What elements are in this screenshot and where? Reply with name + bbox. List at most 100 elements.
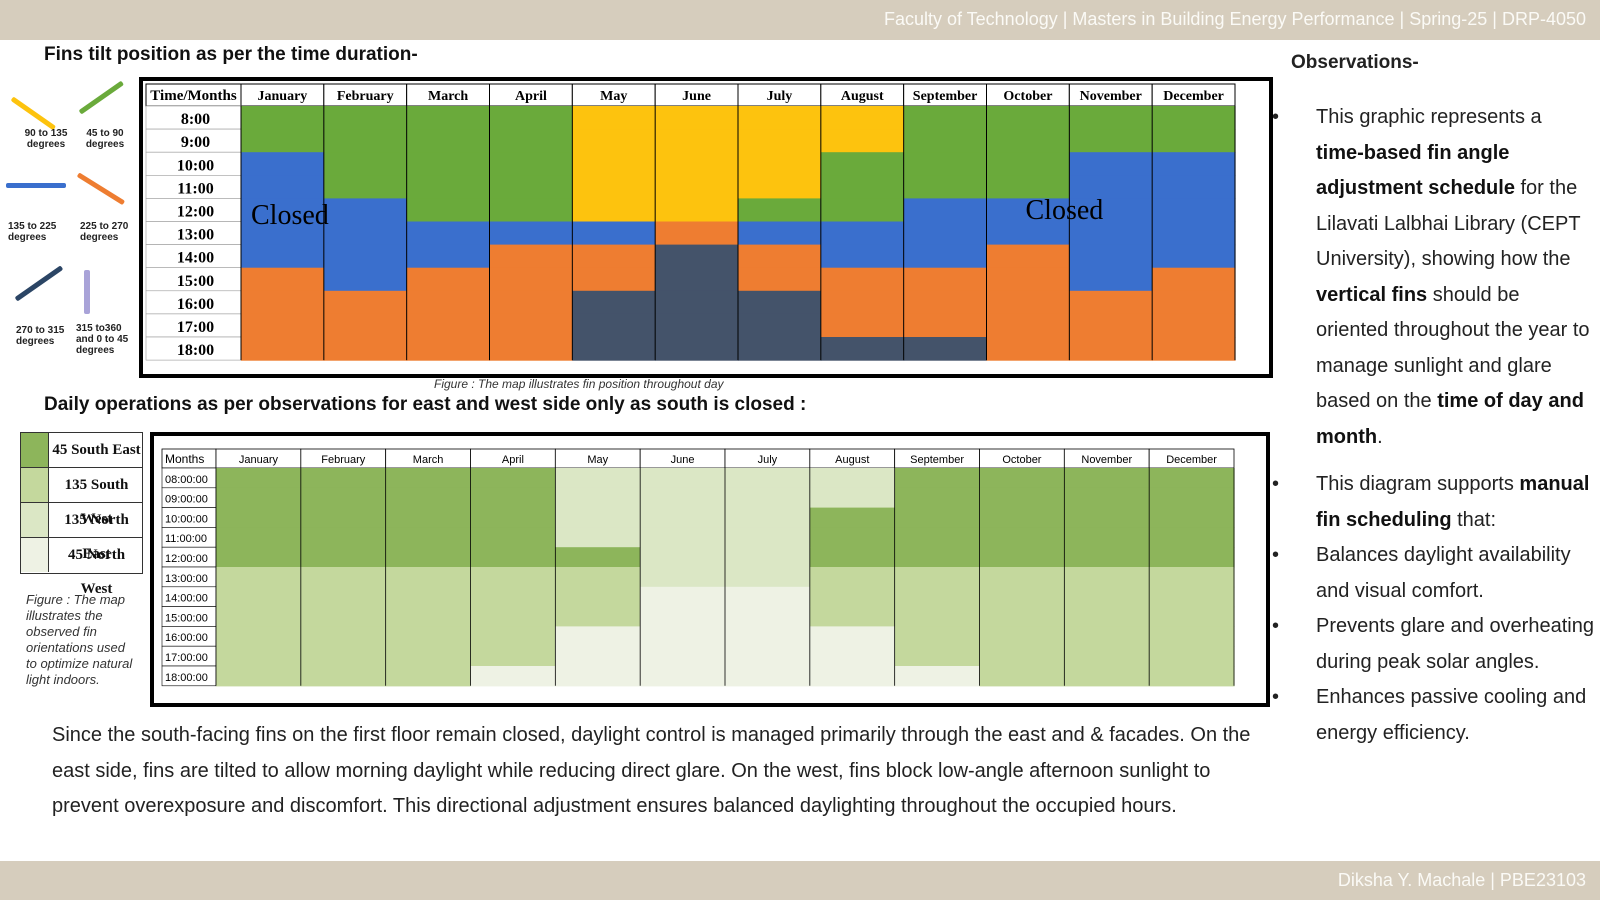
fin-angle-cell bbox=[489, 244, 573, 269]
orientation-cell bbox=[725, 487, 811, 509]
fin-angle-cell bbox=[1152, 152, 1236, 176]
fin-angle-cell bbox=[655, 290, 739, 315]
orientation-cell bbox=[725, 666, 811, 687]
orientation-cell bbox=[470, 507, 556, 528]
orientation-cell bbox=[725, 507, 811, 528]
fin-angle-cell bbox=[1152, 290, 1236, 315]
corner-header-label: Months bbox=[165, 452, 204, 466]
orientation-cell bbox=[216, 567, 302, 588]
orientation-cell bbox=[470, 567, 556, 588]
fin-angle-cell bbox=[406, 152, 491, 176]
obs1-text-4: . bbox=[1377, 425, 1383, 448]
orientation-cell bbox=[1064, 468, 1150, 489]
fin-angle-cell bbox=[738, 106, 822, 130]
fin-angle-cell bbox=[820, 152, 905, 176]
fin-angle-cell bbox=[1152, 337, 1236, 361]
orientation-cell bbox=[300, 567, 387, 588]
fin-angle-cell bbox=[986, 198, 1070, 223]
orientation-cell bbox=[300, 487, 387, 509]
orientation-cell bbox=[1149, 468, 1235, 489]
orientation-cell bbox=[725, 606, 811, 627]
orientation-cell bbox=[555, 586, 641, 608]
fin-angle-cell bbox=[241, 198, 325, 223]
orientation-cell bbox=[555, 468, 641, 489]
fin-angle-legend: 90 to 135 degrees 45 to 90 degrees 135 t… bbox=[2, 80, 138, 380]
fin-angle-cell bbox=[323, 152, 408, 176]
orientation-cell bbox=[894, 547, 981, 568]
fin-angle-cell bbox=[323, 267, 408, 292]
time-row-label: 11:00 bbox=[177, 180, 213, 197]
bullet-dot: • bbox=[1272, 473, 1280, 495]
orientation-cell bbox=[385, 586, 472, 608]
fin-angle-cell bbox=[1152, 244, 1236, 269]
legend2-swatch bbox=[21, 538, 49, 572]
orientation-cell bbox=[385, 567, 472, 588]
month-header-label: February bbox=[321, 454, 366, 466]
fin-angle-cell bbox=[655, 337, 739, 361]
month-header-label: July bbox=[767, 89, 793, 104]
orientation-cell bbox=[979, 567, 1065, 588]
orientation-cell bbox=[979, 507, 1065, 528]
fin-angle-cell bbox=[489, 221, 573, 246]
fin-angle-cell bbox=[323, 198, 408, 223]
bullet-dot: • bbox=[1272, 544, 1280, 566]
orientation-cell bbox=[555, 646, 641, 667]
footer-text: Diksha Y. Machale | PBE23103 bbox=[1337, 870, 1586, 890]
time-row-label: 08:00:00 bbox=[165, 474, 208, 486]
fin-position-chart-frame: Time/Months January February March April May J… bbox=[139, 77, 1273, 378]
fin-angle-cell bbox=[986, 221, 1070, 246]
fin-angle-cell bbox=[572, 152, 656, 176]
orientation-cell bbox=[216, 527, 302, 548]
orientation-cell bbox=[809, 626, 896, 647]
fin-angle-cell bbox=[1069, 198, 1153, 223]
legend2-row: 45 South East bbox=[21, 433, 142, 468]
time-row-label: 17:00 bbox=[177, 319, 214, 336]
orientation-cell bbox=[1149, 646, 1235, 667]
orientation-cell bbox=[300, 468, 387, 489]
fin-angle-cell bbox=[655, 244, 739, 269]
header-text: Faculty of Technology | Masters in Build… bbox=[883, 9, 1586, 29]
orientation-cell bbox=[640, 507, 726, 528]
obs2-text-1: This diagram supports bbox=[1316, 473, 1520, 495]
orientation-cell bbox=[979, 606, 1065, 627]
fin-angle-cell bbox=[572, 267, 656, 292]
observation-bullet: • Enhances passive cooling and energy ef… bbox=[1268, 680, 1594, 751]
fin-angle-cell bbox=[1152, 267, 1236, 292]
obs1-text-2: for the Lilavati Lalbhai Library (CEPT U… bbox=[1316, 177, 1581, 270]
orientation-cell bbox=[555, 626, 641, 647]
legend-label-yellow: 90 to 135 degrees bbox=[24, 128, 68, 150]
closed-label: Closed bbox=[251, 200, 329, 231]
orientation-cell bbox=[979, 487, 1065, 509]
orientation-cell bbox=[555, 606, 641, 627]
fin-angle-cell bbox=[738, 152, 822, 176]
orientation-cell bbox=[385, 468, 472, 489]
orientation-cell bbox=[725, 468, 811, 489]
legend2-label: 45 North West bbox=[67, 547, 126, 597]
fin-angle-cell bbox=[323, 290, 408, 315]
orientation-cell bbox=[1064, 586, 1150, 608]
orientation-cell bbox=[1064, 507, 1150, 528]
orientation-cell bbox=[1064, 626, 1150, 647]
orientation-cell bbox=[640, 547, 726, 568]
month-header-label: April bbox=[515, 89, 547, 104]
orientation-cell bbox=[385, 646, 472, 667]
fin-angle-cell bbox=[820, 267, 905, 292]
fin-angle-cell bbox=[572, 198, 656, 223]
fin-angle-cell bbox=[406, 267, 491, 292]
orientation-cell bbox=[470, 487, 556, 509]
fin-angle-cell bbox=[655, 313, 739, 338]
daily-operation-chart: Months January February March April May June Ju… bbox=[161, 448, 1235, 687]
orientation-cell bbox=[894, 666, 981, 687]
bullet-dot: • bbox=[1272, 615, 1280, 637]
fin-angle-cell bbox=[1069, 175, 1153, 199]
fin-angle-cell bbox=[489, 106, 573, 130]
orientation-cell bbox=[725, 626, 811, 647]
orientation-cell bbox=[216, 626, 302, 647]
time-row-label: 15:00:00 bbox=[165, 612, 208, 624]
fin-angle-cell bbox=[489, 290, 573, 315]
fin-angle-cell bbox=[572, 290, 656, 315]
month-header-label: October bbox=[1003, 89, 1052, 104]
time-row-label: 18:00 bbox=[177, 342, 214, 359]
orientation-cell bbox=[385, 666, 472, 687]
fin-angle-cell bbox=[738, 175, 822, 199]
